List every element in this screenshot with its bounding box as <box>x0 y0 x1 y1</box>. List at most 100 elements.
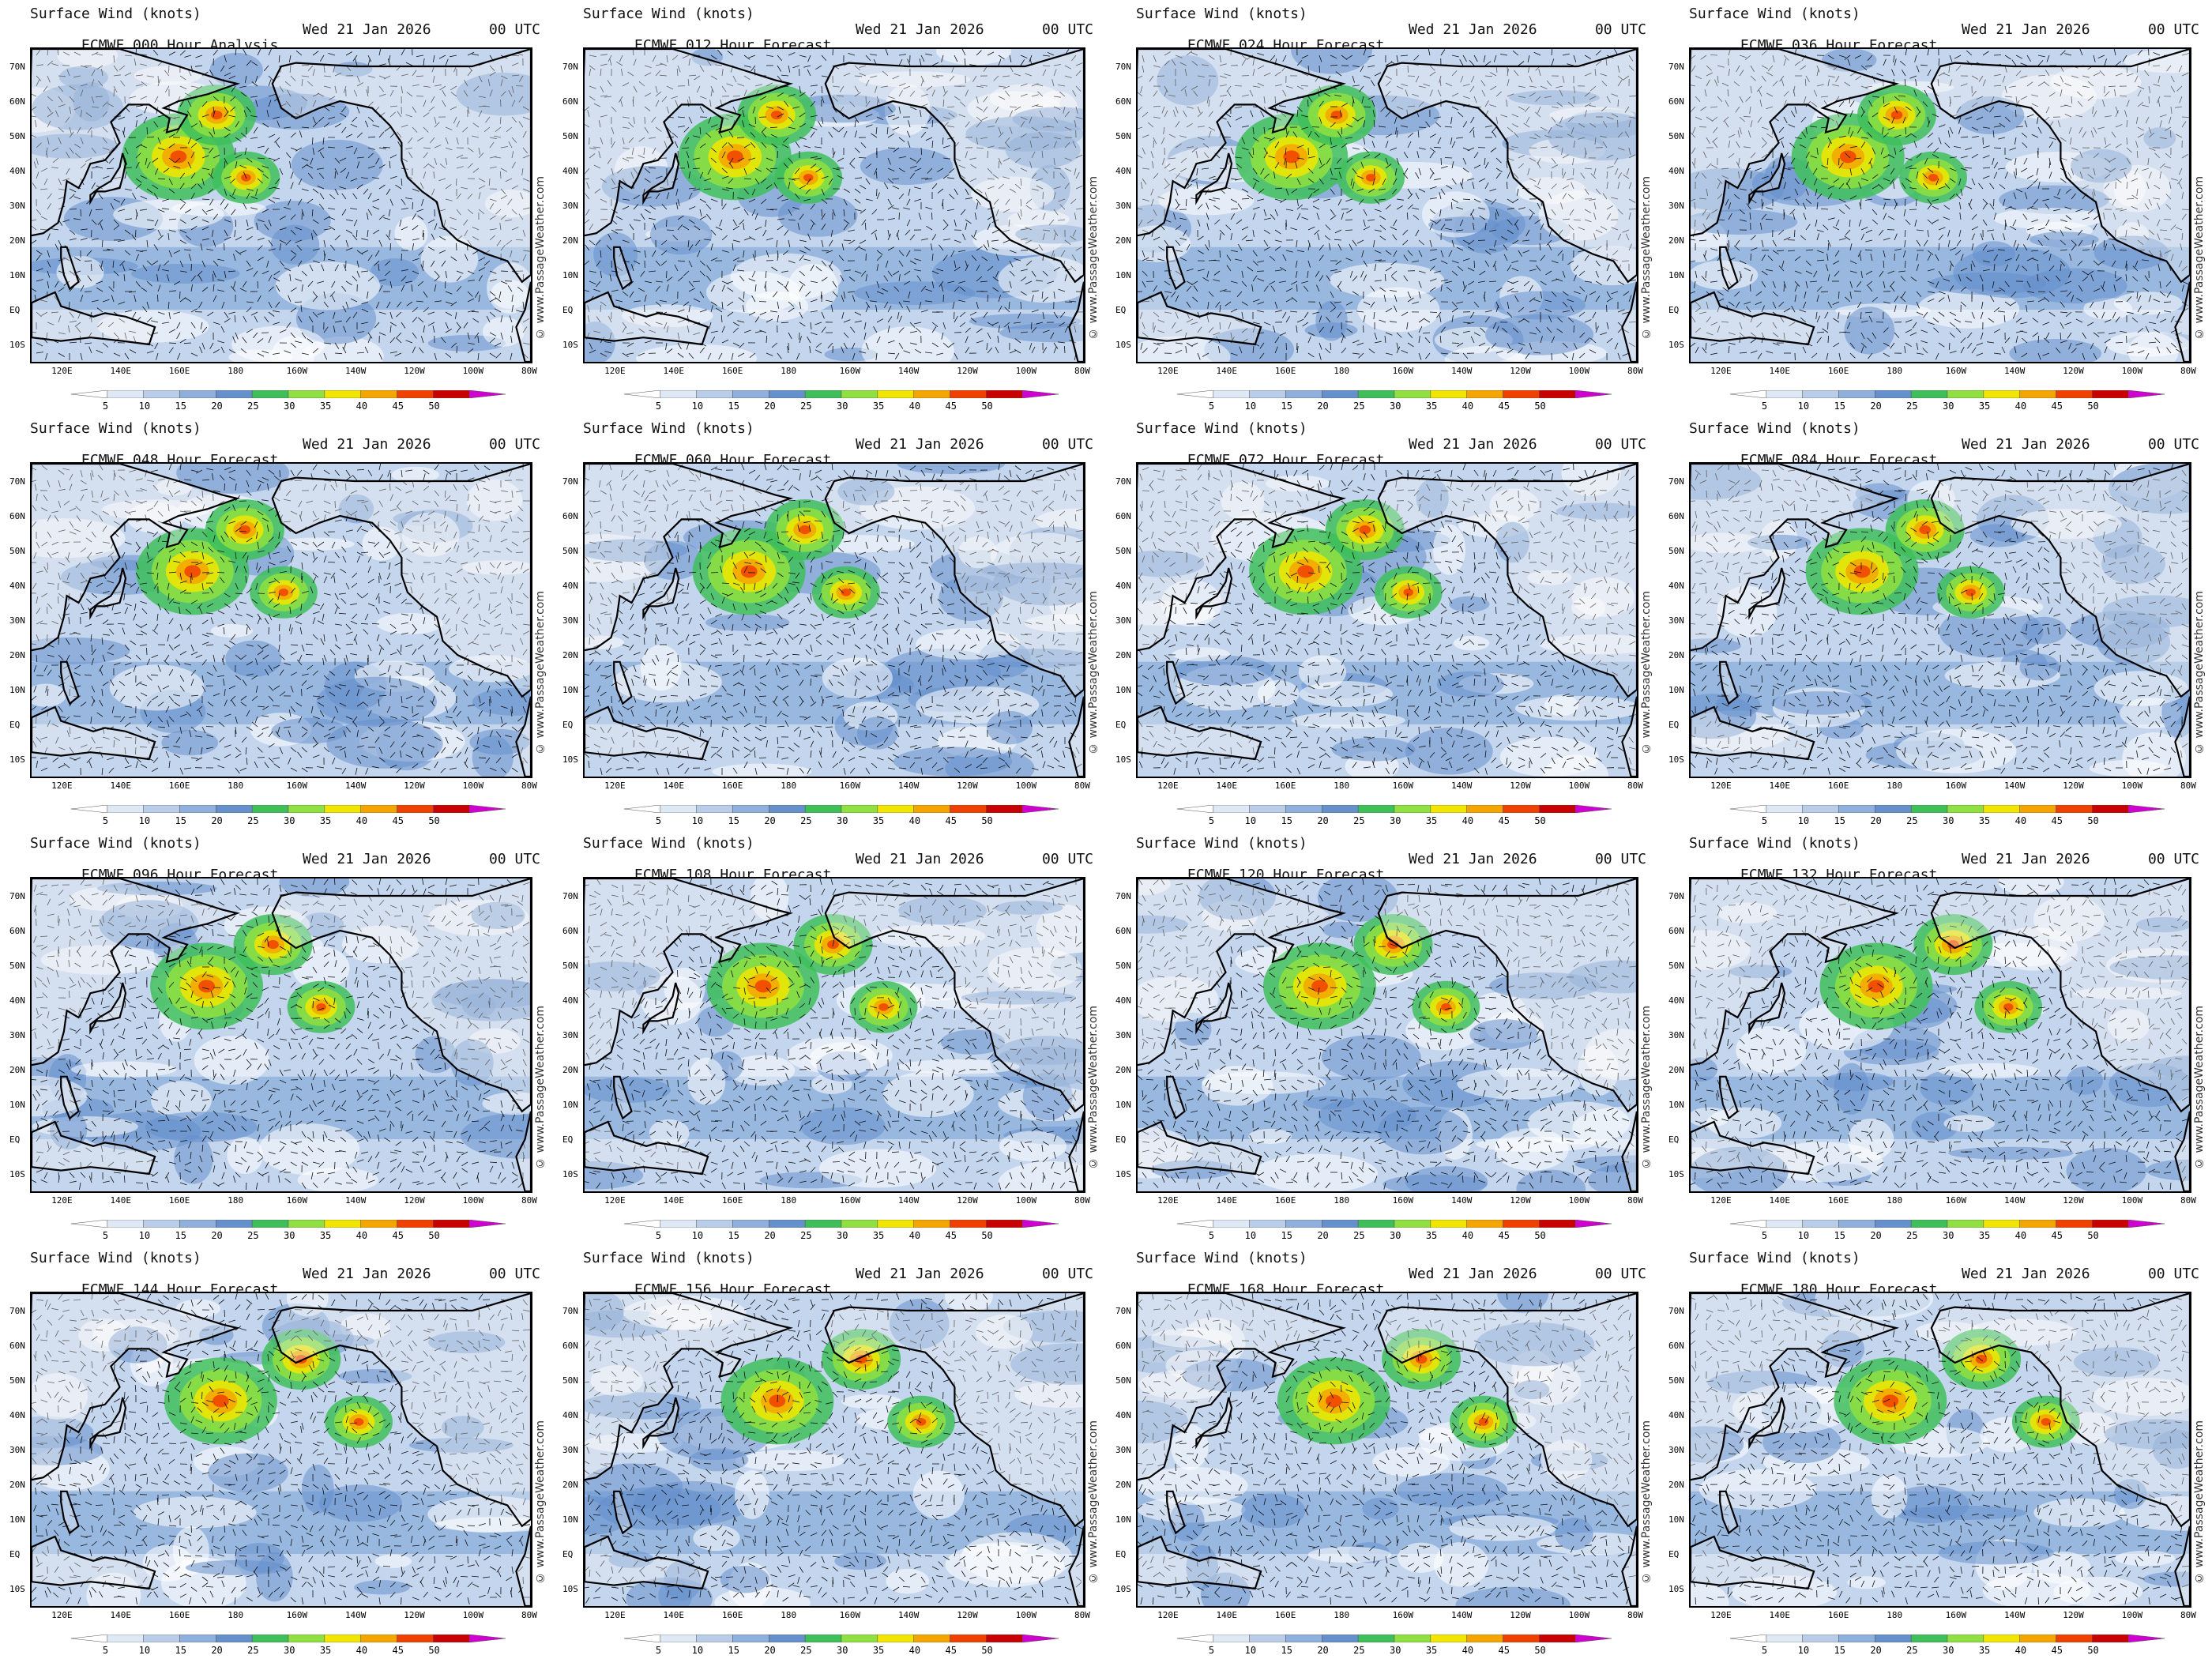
wind-barb <box>976 246 983 251</box>
wind-barb <box>135 152 141 159</box>
wind-barb <box>517 286 524 292</box>
wind-barb <box>606 245 612 251</box>
wind-barb <box>201 219 209 223</box>
wind-barb <box>445 184 452 190</box>
coastline <box>32 49 241 237</box>
wind-barb <box>1307 147 1309 156</box>
wind-barb <box>1037 91 1044 97</box>
wind-barb <box>334 342 340 349</box>
wind-barb <box>69 320 77 323</box>
wind-barb <box>412 316 418 323</box>
wind-barb <box>586 182 590 190</box>
wind-barb <box>273 198 280 200</box>
wind-barb <box>500 244 506 251</box>
wind-barb <box>511 260 519 263</box>
wind-barb <box>153 193 159 200</box>
wind-barb <box>142 306 148 313</box>
wind-barb <box>367 332 373 339</box>
wind-barb <box>495 297 502 303</box>
wind-barb <box>871 209 878 215</box>
wind-barb <box>279 260 284 267</box>
wind-barb <box>135 74 143 77</box>
wind-barb <box>412 243 414 251</box>
wind-barb <box>319 55 325 62</box>
colorbar-tick-label: 10 <box>139 401 150 412</box>
wind-barb <box>301 188 309 191</box>
colorbar-swatch <box>769 390 806 398</box>
wind-barb <box>163 167 170 173</box>
wind-barb <box>987 167 993 174</box>
colorbar-tick-label: 30 <box>1390 401 1401 412</box>
wind-barb <box>854 92 861 97</box>
wind-barb <box>140 96 148 100</box>
wind-barb <box>761 131 767 138</box>
wind-barb <box>168 143 175 149</box>
wind-barb <box>969 178 977 182</box>
wind-barb <box>600 85 604 93</box>
wind-barb <box>106 167 115 170</box>
wind-barb <box>401 73 408 77</box>
wind-barb <box>312 311 318 318</box>
wind-barb <box>445 198 453 201</box>
wind-barb <box>876 250 883 255</box>
wind-barb <box>69 238 77 241</box>
wind-barb <box>378 239 382 247</box>
wind-barb <box>224 203 229 210</box>
longitude-label: 160W <box>840 366 861 376</box>
wind-barb <box>140 250 148 252</box>
wind-barb <box>659 74 668 77</box>
wind-barb <box>40 228 48 231</box>
wind-barb <box>464 80 468 87</box>
wind-barb <box>522 130 527 138</box>
wind-barb <box>472 236 480 241</box>
colorbar-swatch <box>1021 390 1059 398</box>
wind-barb <box>587 110 590 118</box>
wind-barb <box>511 137 517 144</box>
wind-barb <box>352 276 358 282</box>
wind-barb <box>73 75 81 78</box>
wind-barb <box>268 248 276 251</box>
wind-barb <box>860 209 867 214</box>
wind-barb <box>1072 90 1077 97</box>
wind-barb <box>1341 322 1342 330</box>
wind-barb <box>655 85 658 93</box>
wind-barb <box>168 347 174 354</box>
wind-barb <box>456 137 459 145</box>
wind-barb <box>152 260 159 265</box>
wind-barb <box>140 63 148 66</box>
wind-barb <box>356 184 363 190</box>
wind-speed-patch <box>58 66 108 89</box>
wind-barb <box>489 352 496 358</box>
wind-barb <box>173 165 181 169</box>
wind-barb <box>246 260 251 267</box>
wind-barb <box>1042 144 1050 149</box>
wind-barb <box>649 270 656 273</box>
wind-barb <box>456 285 462 292</box>
wind-barb <box>450 256 457 261</box>
latitude-label: EQ <box>1115 305 1126 315</box>
wind-barb <box>323 342 331 344</box>
wind-barb <box>898 212 900 220</box>
wind-barb <box>909 106 917 111</box>
wind-barb <box>920 93 928 97</box>
wind-barb <box>246 106 251 113</box>
wind-barb <box>875 126 878 134</box>
wind-barb <box>113 332 119 338</box>
wind-barb <box>506 239 513 245</box>
wind-barb <box>246 188 254 191</box>
wind-barb <box>651 116 656 123</box>
wind-speed-patch <box>32 134 118 159</box>
wind-barb <box>1444 157 1453 159</box>
wind-barb <box>655 100 660 107</box>
wind-barb <box>726 83 734 87</box>
wind-barb <box>334 352 343 355</box>
wind-barb <box>124 332 127 340</box>
wind-barb <box>356 75 360 83</box>
wind-barb <box>969 157 977 160</box>
wind-barb <box>146 239 149 247</box>
wind-barb <box>1053 209 1059 216</box>
wind-barb <box>257 167 264 173</box>
wind-barb <box>887 205 894 210</box>
wind-barb <box>264 316 269 323</box>
wind-barb <box>754 178 760 185</box>
